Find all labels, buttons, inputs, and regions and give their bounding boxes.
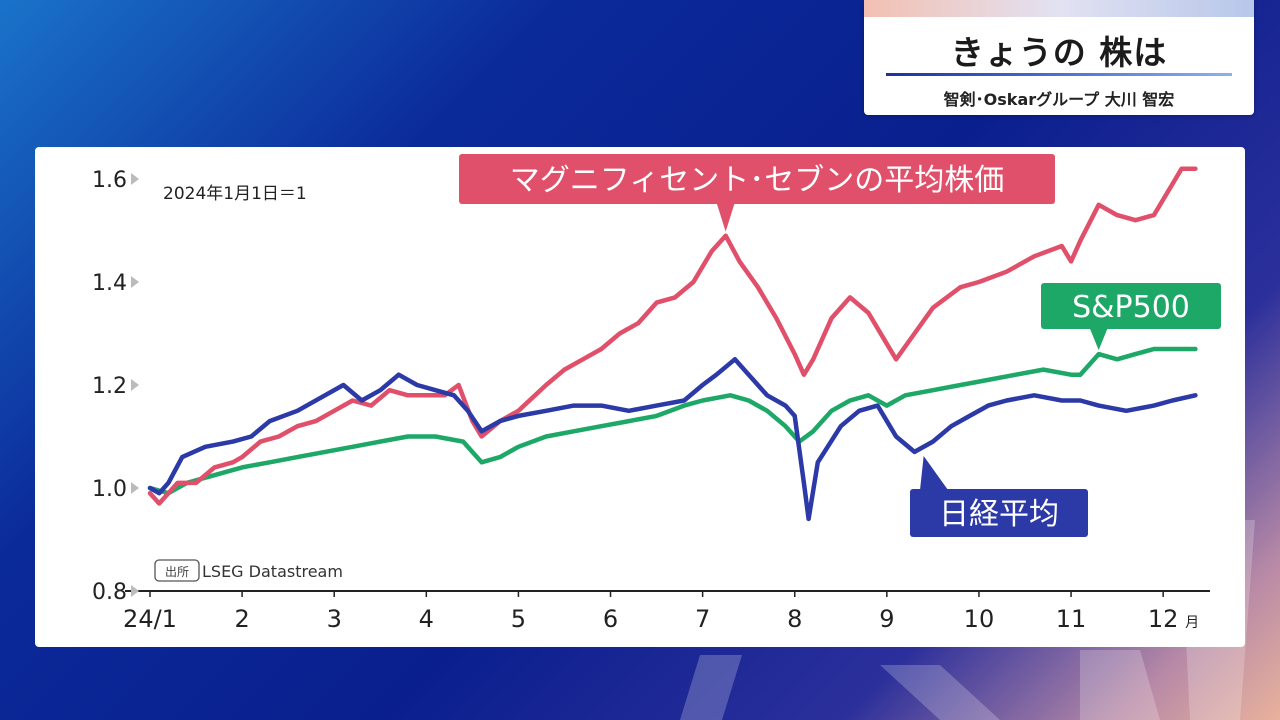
y-tick-label: 1.4 [92,271,127,296]
series-name-label: S&P500 [1072,290,1190,325]
x-tick-label: 9 [879,605,894,633]
program-title: きょうの 株は [950,33,1168,72]
commentator-name: 智剣･Oskarグループ 大川 智宏 [943,90,1175,109]
callout-magnificent-seven: マグニフィセント･セブンの平均株価 [459,154,1055,232]
chart-panel: 0.8 1.0 1.2 1.4 1.6 24/1 2 3 4 5 6 7 8 9 10 11 12 月 マグニフィ… [35,147,1245,647]
series-line-magnificent-seven [147,166,1198,506]
callout-pointer [1089,328,1108,351]
title-divider [886,73,1232,76]
x-tick-label: 24/1 [123,605,177,633]
x-tick-label: 3 [327,605,342,633]
base-note: 2024年1月1日＝1 [163,184,307,204]
series-name-label: 日経平均 [939,497,1059,532]
y-tick-label: 1.2 [92,374,127,399]
source-label: LSEG Datastream [202,562,343,581]
series-line-sp500 [147,346,1198,496]
callout-sp500: S&P500 [1041,283,1221,351]
callout-pointer [716,203,735,232]
series-line-nikkei [147,357,1198,522]
title-box-accent-bar [864,0,1254,17]
x-tick-label: 6 [603,605,618,633]
x-tick-label: 5 [511,605,526,633]
y-tick-marker [131,482,139,494]
callout-nikkei: 日経平均 [910,455,1088,537]
month-unit-label: 月 [1185,615,1199,631]
callout-box [459,154,1055,204]
x-tick-label: 8 [787,605,802,633]
callout-box [1041,283,1221,329]
line-chart: 0.8 1.0 1.2 1.4 1.6 24/1 2 3 4 5 6 7 8 9 10 11 12 月 マグニフィ… [92,154,1221,633]
x-tick-label: 7 [695,605,710,633]
x-tick-label: 4 [419,605,434,633]
y-tick-label: 1.0 [92,477,127,502]
callout-box [910,489,1088,537]
source-tag-frame [154,559,200,582]
y-tick-marker [131,585,139,597]
y-tick-label: 0.8 [92,580,127,605]
x-tick-label: 10 [964,605,995,633]
program-title-box: きょうの 株は 智剣･Oskarグループ 大川 智宏 [864,0,1254,115]
x-tick-label: 2 [234,605,249,633]
x-tick-label: 11 [1056,605,1087,633]
series-name-label: マグニフィセント･セブンの平均株価 [510,163,1004,198]
y-tick-label: 1.6 [92,168,127,193]
y-tick-marker [131,276,139,288]
y-tick-marker [131,173,139,185]
source-tag: 出所 [165,565,189,579]
y-tick-marker [131,379,139,391]
callout-pointer [920,455,948,490]
x-tick-label: 12 [1148,605,1179,633]
